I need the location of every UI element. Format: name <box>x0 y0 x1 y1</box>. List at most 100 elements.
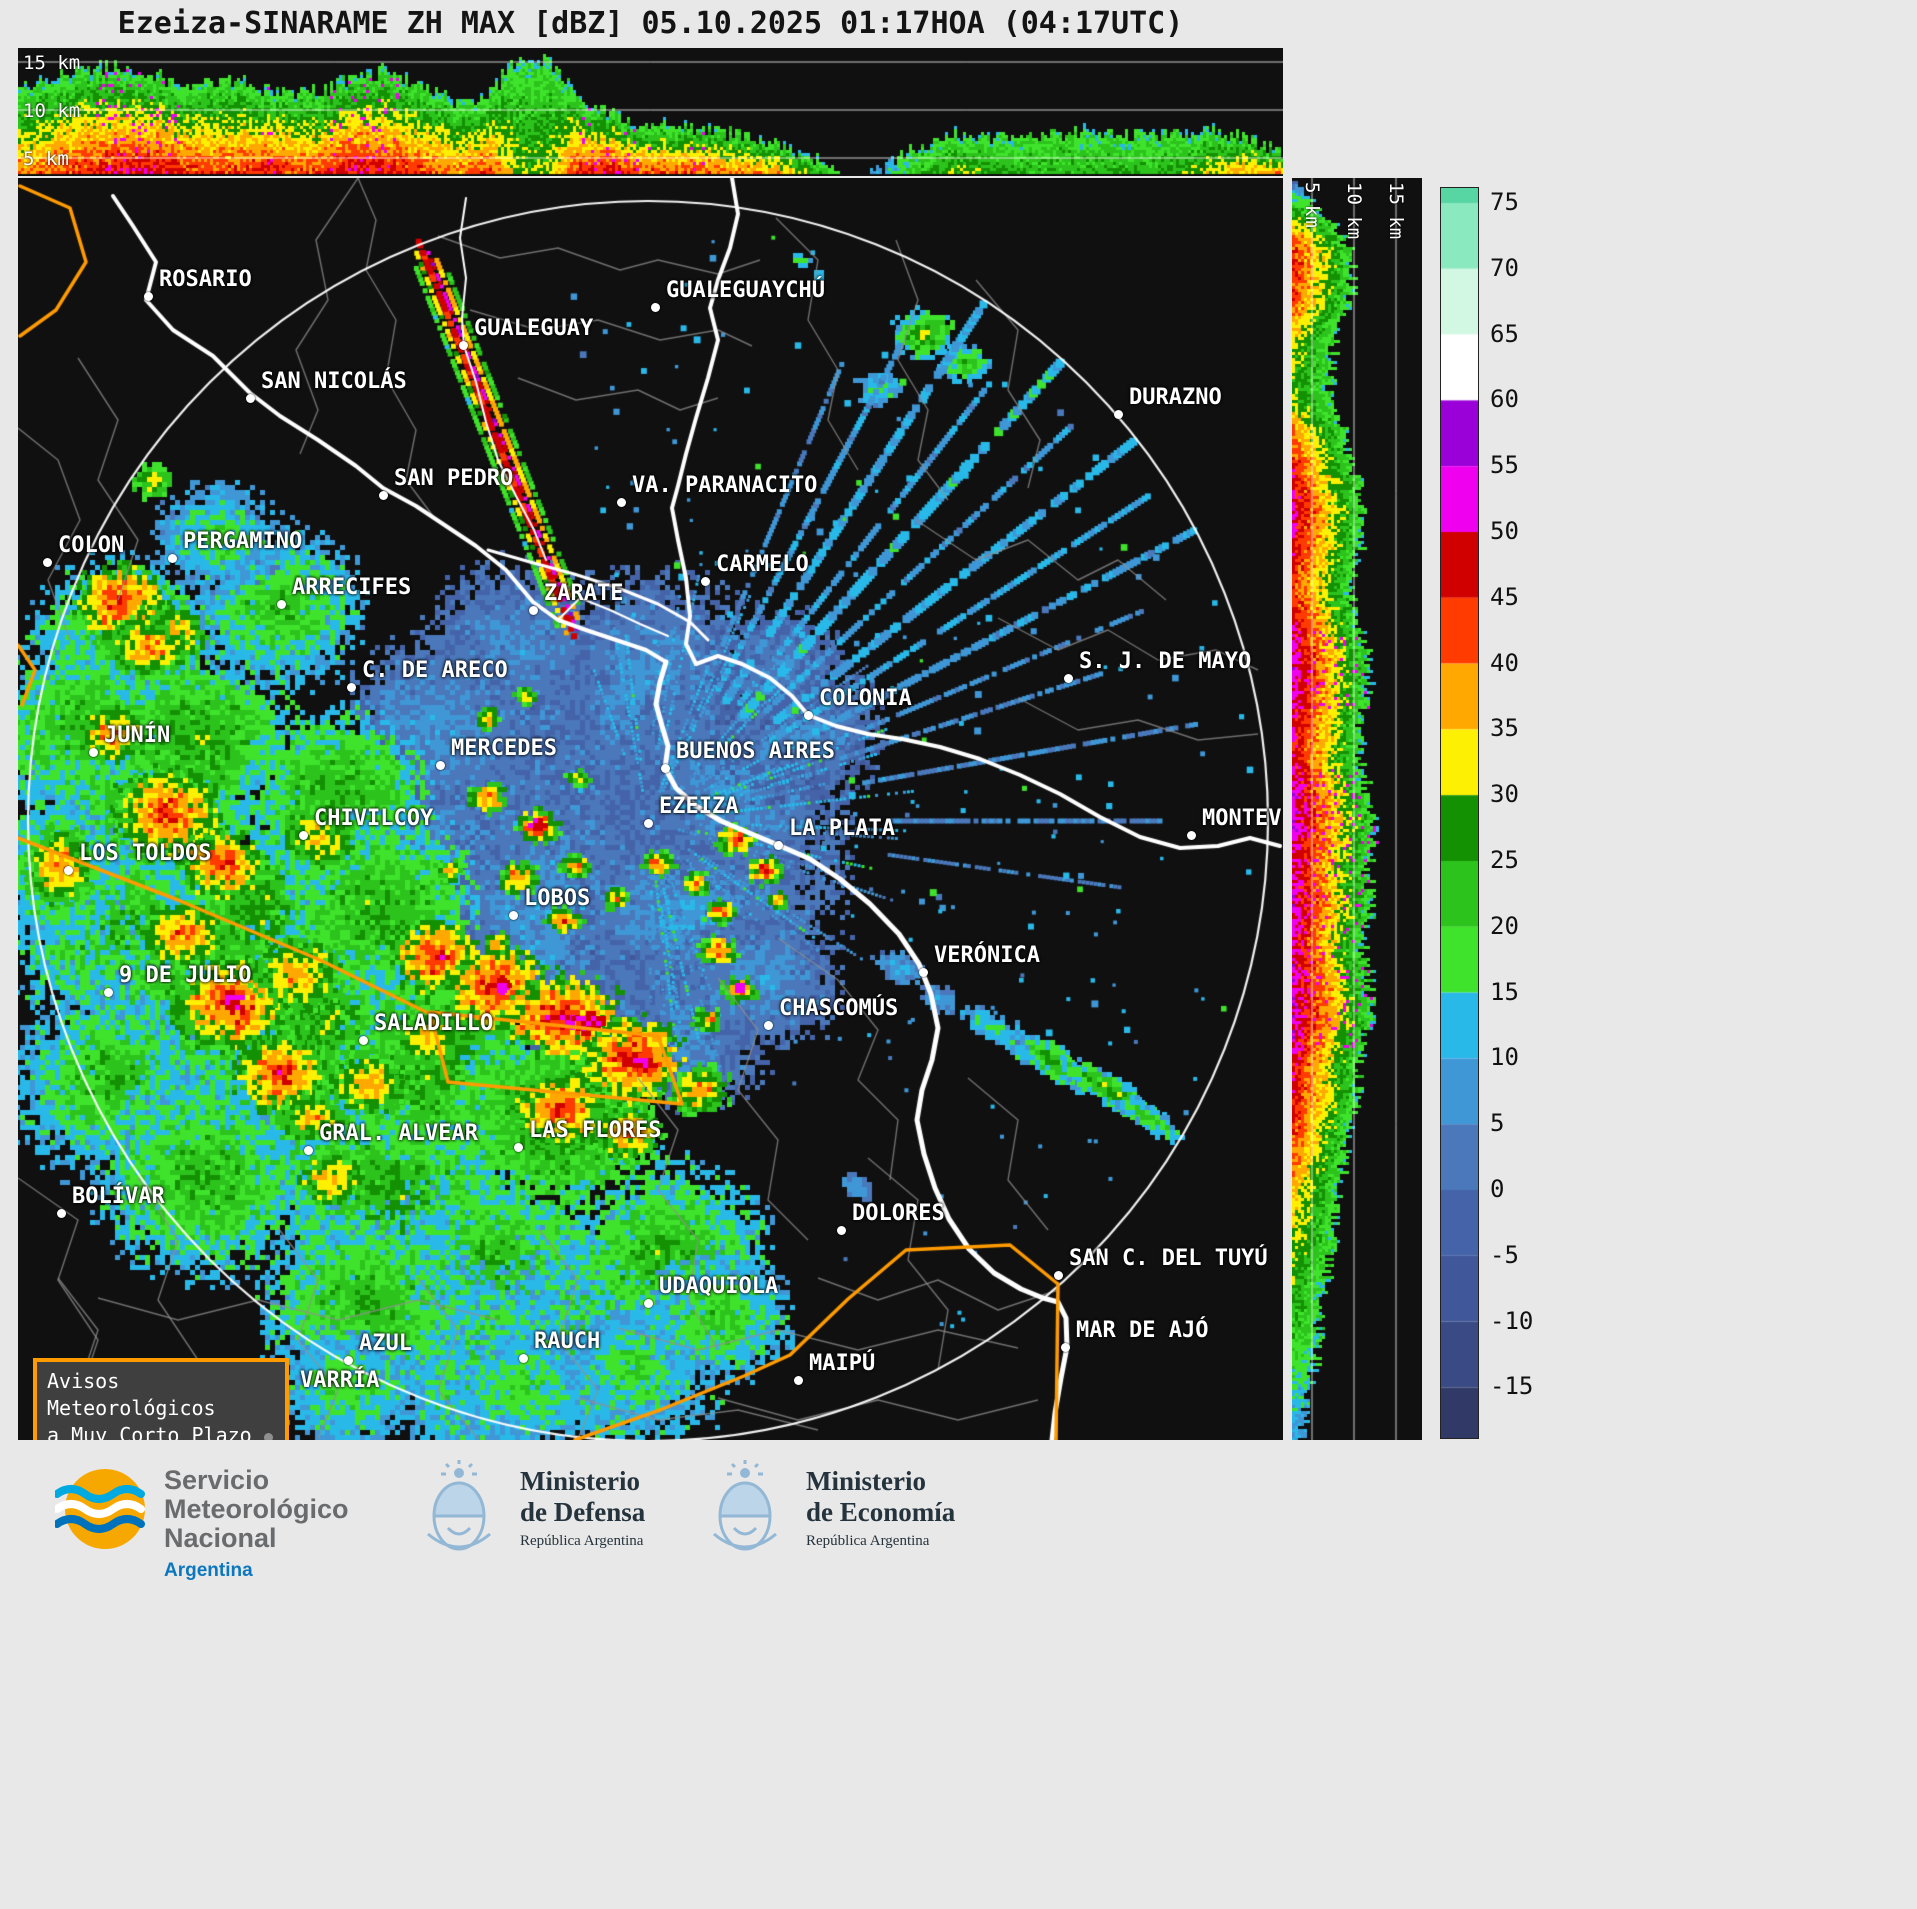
city-label-montev: MONTEV <box>1202 806 1282 831</box>
warning-legend-box: Avisos Meteorológicos a Muy Corto Plazo <box>33 1358 289 1440</box>
legend-line1: Avisos Meteorológicos <box>47 1369 216 1420</box>
city-label-san-nicolas: SAN NICOLÁS <box>261 369 407 394</box>
city-label-saladillo: SALADILLO <box>374 1011 494 1036</box>
city-dot-rosario <box>144 292 153 301</box>
city-dot-ezeiza <box>644 819 653 828</box>
city-dot-mar-de-ajo <box>1061 1343 1070 1352</box>
right-axis-label-15km: 15 km <box>1385 182 1407 240</box>
colorbar-tick-35: 35 <box>1490 714 1519 743</box>
city-dot-veronica <box>919 968 928 977</box>
city-label-maipu: MAIPÚ <box>809 1351 876 1376</box>
right-axis-labels: 5 km 10 km 15 km <box>1292 178 1422 1440</box>
city-label-va-paranacito: VA. PARANACITO <box>632 473 818 498</box>
city-label-dolores: DOLORES <box>852 1201 945 1226</box>
colorbar-tick--15: -15 <box>1490 1372 1534 1401</box>
city-dot-pergamino <box>168 554 177 563</box>
top-axis-label-10km: 10 km <box>23 100 81 122</box>
colorbar-tick--5: -5 <box>1490 1240 1519 1269</box>
city-label-azul: AZUL <box>359 1331 412 1356</box>
city-dot-gral-alvear <box>304 1146 313 1155</box>
defensa-sub: República Argentina <box>520 1533 644 1549</box>
city-label-las-flores: LAS FLORES <box>529 1118 662 1143</box>
colorbar-tick-5: 5 <box>1490 1109 1505 1138</box>
city-label-rauch: RAUCH <box>534 1329 601 1354</box>
smn-name-line2: Meteorológico <box>164 1494 349 1524</box>
city-label-varria: VARRÍA <box>300 1368 380 1393</box>
city-label-arrecifes: ARRECIFES <box>292 575 412 600</box>
city-dot-gualeguay <box>459 341 468 350</box>
defensa-line1: Ministerio <box>520 1466 640 1496</box>
city-label-colonia: COLONIA <box>819 686 912 711</box>
top-cross-section-canvas <box>18 48 1283 176</box>
city-dot-chivilcoy <box>299 831 308 840</box>
page-title: Ezeiza-SINARAME ZH MAX [dBZ] 05.10.2025 … <box>117 6 1184 41</box>
city-label-gualeguaychu: GUALEGUAYCHÚ <box>666 278 825 303</box>
city-dot-arrecifes <box>277 600 286 609</box>
city-dot-las-flores <box>514 1143 523 1152</box>
city-label-gral-alvear: GRAL. ALVEAR <box>319 1121 478 1146</box>
city-dot-gualeguaychu <box>651 303 660 312</box>
city-label-bolivar: BOLÍVAR <box>72 1184 165 1209</box>
top-cross-section-panel: 15 km 10 km 5 km <box>18 48 1283 176</box>
city-label-san-c-del-tuyu: SAN C. DEL TUYÚ <box>1069 1246 1268 1271</box>
city-label-udaquiola: UDAQUIOLA <box>659 1274 779 1299</box>
economia-line2: de Economía <box>806 1497 956 1527</box>
ministry-defensa-block: Ministerio de Defensa República Argentin… <box>418 1458 645 1558</box>
colorbar-tick--10: -10 <box>1490 1306 1534 1335</box>
defensa-line2: de Defensa <box>520 1497 646 1527</box>
city-dot-buenos-aires <box>661 764 670 773</box>
city-dot-va-paranacito <box>617 498 626 507</box>
city-dot-lobos <box>509 911 518 920</box>
city-dot-san-nicolas <box>246 394 255 403</box>
city-dot-mercedes <box>436 761 445 770</box>
city-label-carmelo: CARMELO <box>716 552 809 577</box>
main-radar-panel: ROSARIO GUALEGUAYCHÚ GUALEGUAY SAN NICOLÁS D… <box>18 178 1283 1440</box>
smn-name-line1: Servicio <box>164 1465 270 1495</box>
city-layer: ROSARIO GUALEGUAYCHÚ GUALEGUAY SAN NICOLÁS D… <box>18 178 1283 1440</box>
colorbar-tick-10: 10 <box>1490 1043 1519 1072</box>
colorbar-tick-75: 75 <box>1490 188 1519 216</box>
city-dot-zarate <box>529 606 538 615</box>
city-label-zarate: ZARATE <box>544 581 624 606</box>
economia-coat-of-arms-icon <box>713 1460 777 1551</box>
city-dot-saladillo <box>359 1036 368 1045</box>
legend-marker-dot-icon <box>263 1433 273 1440</box>
city-dot-c-de-areco <box>347 683 356 692</box>
radar-map-canvas <box>18 178 1283 1440</box>
defensa-text: Ministerio de Defensa República Argentin… <box>520 1466 645 1550</box>
city-dot-9-de-julio <box>104 988 113 997</box>
colorbar-tick-15: 15 <box>1490 977 1519 1006</box>
city-dot-junin <box>89 748 98 757</box>
ministry-economia-block: Ministerio de Economía República Argenti… <box>704 1458 955 1558</box>
city-label-veronica: VERÓNICA <box>934 943 1040 968</box>
colorbar <box>1440 187 1479 1439</box>
city-label-los-toldos: LOS TOLDOS <box>79 841 212 866</box>
city-dot-los-toldos <box>64 866 73 875</box>
city-label-rosario: ROSARIO <box>159 267 252 292</box>
colorbar-canvas <box>1441 188 1478 1438</box>
city-dot-bolivar <box>57 1209 66 1218</box>
colorbar-tick-70: 70 <box>1490 253 1519 282</box>
colorbar-tick-45: 45 <box>1490 582 1519 611</box>
smn-country: Argentina <box>164 1560 253 1581</box>
colorbar-tick-0: 0 <box>1490 1175 1505 1203</box>
top-axis-label-15km: 15 km <box>23 52 81 74</box>
colorbar-tick-50: 50 <box>1490 517 1519 545</box>
right-cross-section-canvas <box>1292 178 1422 1440</box>
city-label-mercedes: MERCEDES <box>451 736 557 761</box>
smn-text-block: Servicio Meteorológico Nacional Argentin… <box>164 1466 349 1585</box>
legend-line2: a Muy Corto Plazo <box>47 1423 252 1440</box>
colorbar-tick-20: 20 <box>1490 911 1519 940</box>
city-dot-s-j-de-mayo <box>1064 674 1073 683</box>
city-dot-dolores <box>837 1226 846 1235</box>
city-label-san-pedro: SAN PEDRO <box>394 466 514 491</box>
right-axis-label-10km: 10 km <box>1343 182 1365 240</box>
city-label-la-plata: LA PLATA <box>789 816 895 841</box>
colorbar-tick-30: 30 <box>1490 780 1519 809</box>
city-dot-colonia <box>804 711 813 720</box>
city-label-chivilcoy: CHIVILCOY <box>314 806 434 831</box>
city-dot-san-c-del-tuyu <box>1054 1271 1063 1280</box>
economia-text: Ministerio de Economía República Argenti… <box>806 1466 955 1550</box>
city-label-pergamino: PERGAMINO <box>183 529 303 554</box>
